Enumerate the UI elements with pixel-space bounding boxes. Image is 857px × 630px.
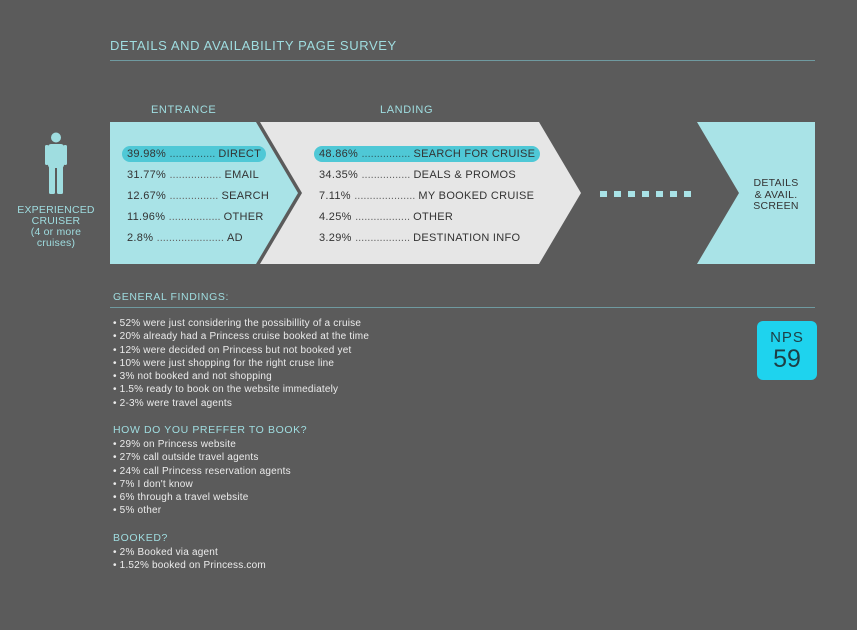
entrance-row: 2.8% ...................... AD (127, 230, 243, 246)
leader-dots: ................. (168, 211, 224, 223)
list-item: • 24% call Princess reservation agents (113, 465, 291, 477)
findings-divider (110, 307, 815, 308)
leader-dots: ................. (169, 169, 225, 181)
nps-value: 59 (773, 345, 801, 373)
entrance-row: 11.96% ................. OTHER (127, 209, 264, 225)
list-item: • 10% were just shopping for the right c… (113, 357, 335, 369)
leader-dots: .................. (355, 211, 414, 223)
entrance-label: EMAIL (224, 169, 259, 181)
booked-heading: BOOKED? (113, 532, 168, 544)
leader-dots: .................. (355, 232, 414, 244)
entrance-row: 31.77% ................. EMAIL (127, 167, 259, 183)
connector-dots (600, 191, 691, 197)
landing-column-label: LANDING (380, 104, 434, 116)
landing-pct: 48.86% (319, 148, 359, 160)
list-item: • 27% call outside travel agents (113, 452, 259, 464)
page-title: DETAILS AND AVAILABILITY PAGE SURVEY (110, 38, 397, 53)
leader-dots: ...................... (156, 232, 227, 244)
landing-row: 4.25% .................. OTHER (319, 209, 453, 225)
entrance-label: SEARCH (221, 190, 270, 202)
list-item: • 6% through a travel website (113, 492, 249, 504)
landing-label: SEARCH FOR CRUISE (413, 148, 536, 160)
list-item: • 5% other (113, 505, 162, 517)
list-item: • 52% were just considering the possibil… (113, 318, 362, 329)
landing-row: 7.11% .................... MY BOOKED CRU… (319, 188, 534, 204)
persona-line: cruises) (36, 237, 76, 249)
landing-pct: 34.35% (319, 169, 359, 181)
entrance-row: 12.67% ................ SEARCH (127, 188, 269, 204)
persona-line: (4 or more (30, 226, 82, 238)
entrance-label: OTHER (223, 211, 264, 223)
prefer-list: • 29% on Princess website • 27% call out… (113, 438, 291, 518)
list-item: • 1.52% booked on Princess.com (113, 560, 266, 572)
prefer-heading: HOW DO YOU PREFFER TO BOOK? (113, 424, 308, 436)
general-findings-heading: GENERAL FINDINGS: (113, 291, 229, 303)
list-item: • 20% already had a Princess cruise book… (113, 331, 370, 343)
destination-line: DETAILS (753, 177, 799, 189)
destination-label: DETAILS & AVAIL. SCREEN (746, 177, 806, 213)
booked-list: • 2% Booked via agent • 1.52% booked on … (113, 546, 266, 573)
list-item: • 29% on Princess website (113, 439, 237, 450)
entrance-column-label: ENTRANCE (151, 104, 217, 116)
persona-line: EXPERIENCED (17, 204, 95, 216)
leader-dots: .................... (354, 190, 419, 202)
entrance-row: 39.98% ............... DIRECT (122, 146, 267, 162)
landing-row: 3.29% .................. DESTINATION INF… (319, 230, 520, 246)
nps-label: NPS (770, 329, 804, 346)
landing-label: OTHER (413, 211, 454, 223)
general-findings-list: • 52% were just considering the possibil… (113, 317, 369, 410)
landing-row: 34.35% ................ DEALS & PROMOS (319, 167, 516, 183)
landing-pct: 3.29% (319, 232, 352, 244)
landing-pct: 7.11% (319, 190, 351, 202)
entrance-pct: 2.8% (127, 232, 154, 244)
list-item: • 2% Booked via agent (113, 547, 218, 558)
landing-pct: 4.25% (319, 211, 352, 223)
nps-badge: NPS 59 (757, 321, 817, 380)
list-item: • 1.5% ready to book on the website imme… (113, 384, 339, 396)
entrance-label: DIRECT (218, 148, 262, 160)
list-item: • 7% I don't know (113, 478, 193, 490)
leader-dots: ................ (169, 190, 222, 202)
landing-label: DEALS & PROMOS (413, 169, 517, 181)
landing-label: MY BOOKED CRUISE (418, 190, 535, 202)
entrance-pct: 11.96% (127, 211, 166, 223)
entrance-pct: 31.77% (127, 169, 167, 181)
persona: EXPERIENCED CRUISER (4 or more cruises) (10, 132, 102, 249)
entrance-pct: 12.67% (127, 190, 167, 202)
destination-line: SCREEN (753, 200, 799, 212)
list-item: • 3% not booked and not shopping (113, 371, 272, 383)
person-icon (45, 132, 67, 194)
entrance-pct: 39.98% (127, 148, 167, 160)
list-item: • 2-3% were travel agents (113, 397, 233, 409)
landing-row: 48.86% ................ SEARCH FOR CRUIS… (314, 146, 541, 162)
persona-line: CRUISER (31, 215, 81, 227)
entrance-label: AD (226, 232, 243, 244)
leader-dots: ................ (361, 169, 414, 181)
destination-shape (697, 122, 815, 264)
landing-label: DESTINATION INFO (413, 232, 521, 244)
list-item: • 12% were decided on Princess but not b… (113, 344, 352, 356)
leader-dots: ............... (169, 148, 219, 160)
destination-line: & AVAIL. (754, 188, 798, 201)
persona-caption: EXPERIENCED CRUISER (4 or more cruises) (10, 205, 102, 249)
leader-dots: ................ (361, 148, 414, 160)
title-divider (110, 60, 815, 61)
